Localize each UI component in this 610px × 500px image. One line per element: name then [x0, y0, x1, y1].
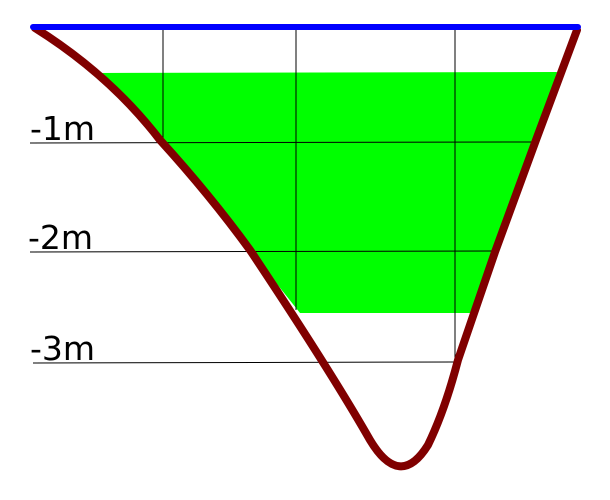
depth-label-3m: -3m	[30, 329, 95, 368]
grid-lines	[29, 28, 533, 364]
water-area	[95, 72, 557, 313]
depth-label-2m: -2m	[28, 218, 93, 257]
depth-label-1m: -1m	[30, 109, 95, 148]
riverbed-profile	[31, 24, 581, 471]
depth-line-3m	[32, 361, 457, 364]
depth-line-2m	[29, 250, 496, 253]
depth-line-1m	[29, 141, 533, 144]
